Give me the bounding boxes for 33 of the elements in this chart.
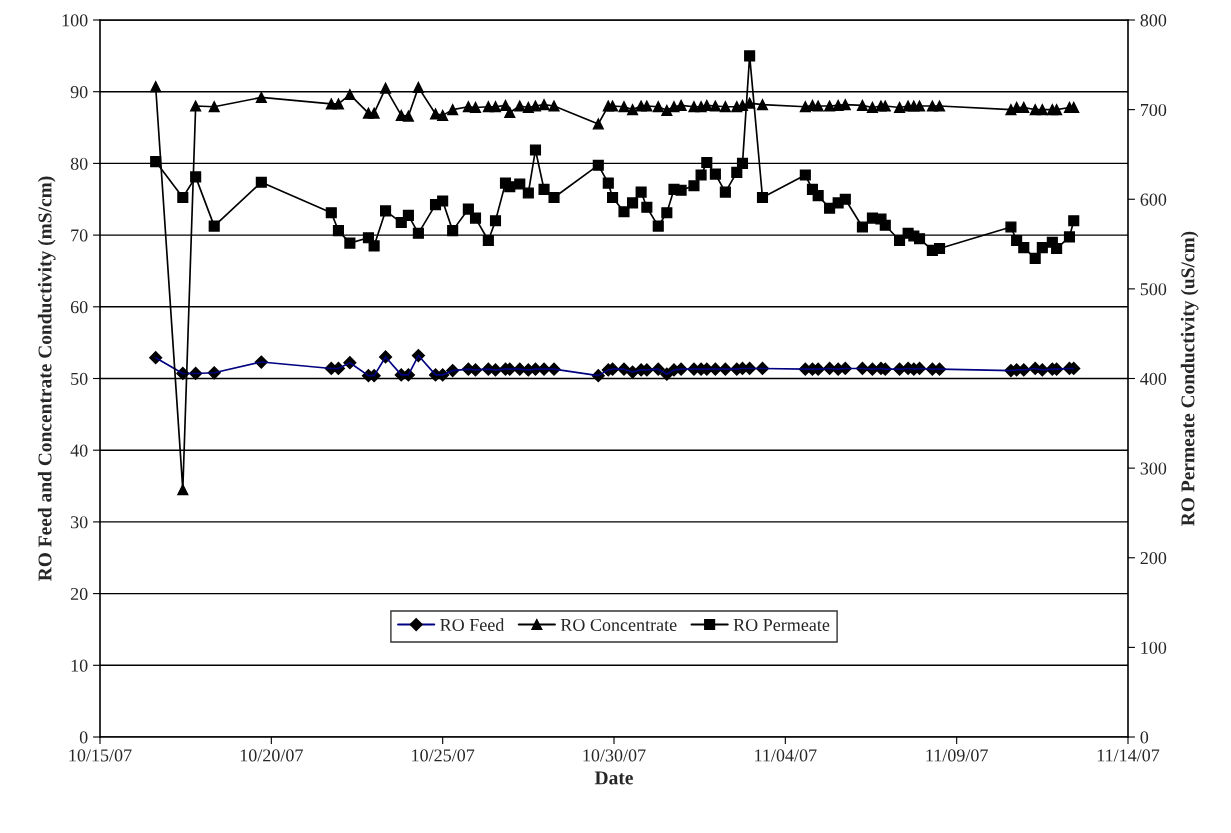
y2-tick-label: 500 (1140, 283, 1167, 296)
x-tick-label: 11/14/07 (1097, 749, 1160, 762)
y-tick-label: 30 (71, 516, 88, 529)
y-tick-label: 0 (79, 731, 88, 744)
y2-tick-label: 100 (1141, 641, 1167, 654)
y2-tick-label: 300 (1140, 462, 1167, 475)
y-tick-label: 60 (70, 301, 88, 314)
y-tick-label: 20 (70, 587, 88, 601)
y-tick-label: 70 (71, 229, 88, 242)
y-tick-label: 80 (70, 157, 88, 170)
y-tick-label: 10 (71, 659, 88, 672)
y2-tick-label: 800 (1140, 14, 1167, 27)
y2-axis-title: RO Permeate Conductivity (uS/cm) (1180, 231, 1199, 526)
y-tick-label: 90 (70, 85, 88, 99)
y-tick-label: 100 (62, 14, 88, 27)
y-tick-label: 40 (70, 444, 88, 457)
y2-tick-label: 0 (1140, 731, 1149, 744)
legend-label: RO Concentrate (560, 618, 677, 632)
x-tick-label: 10/30/07 (583, 749, 646, 762)
y2-tick-label: 200 (1140, 552, 1167, 565)
x-tick-label: 10/15/07 (69, 749, 132, 762)
y2-tick-label: 400 (1140, 372, 1167, 385)
x-tick-label: 11/04/07 (755, 749, 817, 762)
y-tick-label: 50 (71, 372, 88, 385)
x-tick-label: 10/20/07 (240, 749, 303, 762)
x-tick-label: 11/09/07 (926, 749, 988, 762)
legend-label: RO Feed (440, 618, 505, 632)
y-axis-title: RO Feed and Concentrate Conductivity (mS/cm) (37, 176, 56, 581)
y2-tick-label: 700 (1141, 103, 1167, 117)
x-tick-label: 10/25/07 (412, 749, 475, 762)
y2-tick-label: 600 (1140, 193, 1167, 206)
x-axis-title: Date (594, 771, 633, 785)
legend-label: RO Permeate (733, 618, 830, 632)
